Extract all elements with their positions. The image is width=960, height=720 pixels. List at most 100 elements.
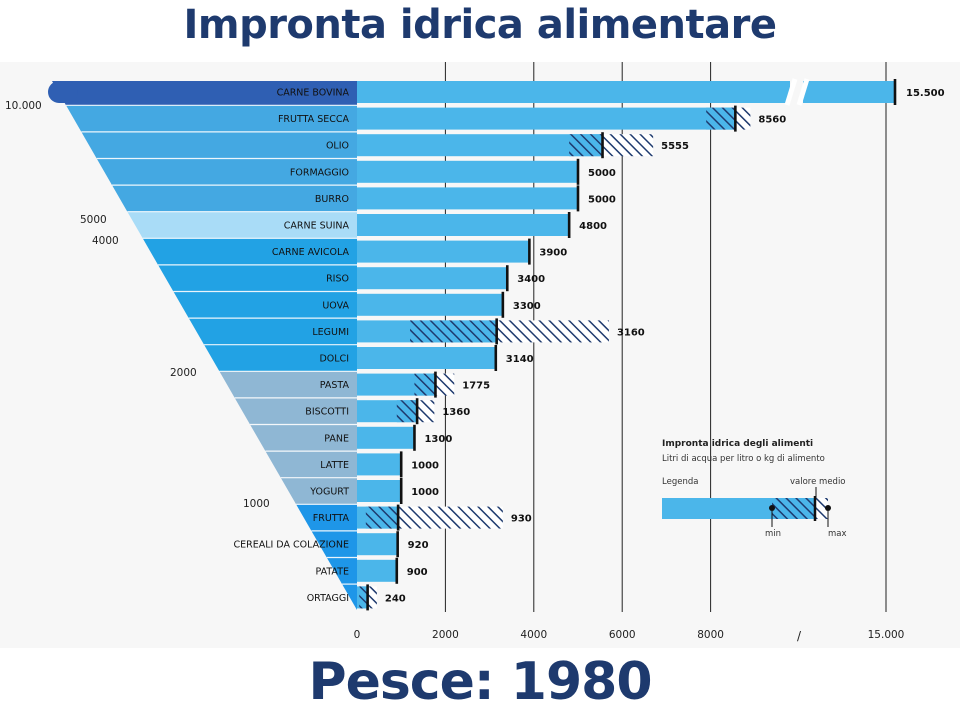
value-label: 930 bbox=[511, 514, 532, 525]
axis-break-mark: / bbox=[797, 629, 802, 643]
range-hatch-high bbox=[735, 107, 751, 130]
legend-min-dot bbox=[769, 505, 775, 511]
range-hatch-low bbox=[396, 400, 418, 423]
range-hatch-high bbox=[398, 506, 503, 529]
funnel-scale-label: 2000 bbox=[170, 367, 197, 379]
category-label: RISO bbox=[326, 274, 349, 285]
category-label: PANE bbox=[324, 433, 349, 444]
category-label: DOLCI bbox=[319, 354, 349, 365]
range-hatch-low bbox=[706, 107, 736, 130]
funnel-band bbox=[127, 211, 358, 239]
bars bbox=[357, 78, 897, 611]
value-label: 1775 bbox=[462, 381, 490, 392]
category-label: PASTA bbox=[320, 380, 350, 391]
category-label: ORTAGGI bbox=[307, 593, 349, 604]
bar-continuation bbox=[803, 81, 895, 103]
x-tick-label: 4000 bbox=[520, 629, 547, 641]
category-label: CEREALI DA COLAZIONE bbox=[233, 540, 349, 551]
bar bbox=[357, 134, 603, 157]
bar bbox=[357, 214, 570, 236]
legend-bar bbox=[662, 498, 772, 519]
bar bbox=[357, 533, 398, 556]
bar bbox=[357, 559, 397, 582]
axis-break-slash bbox=[796, 78, 810, 106]
funnel-band bbox=[52, 81, 357, 106]
bar bbox=[357, 453, 402, 476]
funnel-scale-label: 4000 bbox=[92, 235, 119, 247]
category-label: BISCOTTI bbox=[305, 407, 349, 418]
value-label: 15.500 bbox=[906, 88, 945, 99]
bar bbox=[357, 480, 402, 502]
category-label: CARNE SUINA bbox=[284, 221, 350, 232]
axis-break-slash bbox=[784, 78, 798, 106]
legend-subtitle: Litri di acqua per litro o kg di aliment… bbox=[662, 454, 825, 464]
range-hatch-low bbox=[359, 586, 368, 609]
legend: Impronta idrica degli alimenti Litri di … bbox=[662, 439, 847, 539]
bottom-caption: Pesce: 1980 bbox=[308, 652, 652, 712]
range-hatch-low bbox=[569, 134, 603, 157]
x-tick-label: 2000 bbox=[432, 629, 459, 641]
legend-hatch-high bbox=[816, 498, 828, 519]
range-hatch-high bbox=[496, 320, 609, 343]
funnel bbox=[48, 81, 358, 610]
range-hatch-low bbox=[365, 506, 399, 529]
category-labels: CARNE BOVINA FRUTTA SECCA OLIO FORMAGGIO BUR… bbox=[233, 88, 349, 604]
category-label: LEGUMI bbox=[312, 327, 349, 338]
category-label: FRUTTA SECCA bbox=[278, 114, 350, 125]
funnel-scale-label: 10.000 bbox=[5, 100, 42, 112]
value-label: 3160 bbox=[617, 327, 645, 338]
funnel-scale-labels: 10.000 5000 4000 2000 1000 bbox=[5, 100, 270, 510]
legend-title: Impronta idrica degli alimenti bbox=[662, 439, 813, 449]
value-labels: 15.500 8560 5555 5000 5000 4800 3900 3400 3300 31… bbox=[385, 88, 945, 604]
funnel-cap bbox=[48, 81, 78, 103]
category-label: CARNE BOVINA bbox=[277, 88, 350, 99]
legend-hatch-low bbox=[772, 498, 816, 519]
range-hatch-high bbox=[602, 134, 654, 157]
value-label: 3400 bbox=[517, 274, 545, 285]
category-label: CARNE AVICOLA bbox=[272, 247, 350, 258]
value-label: 5000 bbox=[588, 168, 616, 179]
bar bbox=[357, 347, 496, 369]
value-label: 1300 bbox=[424, 434, 452, 445]
category-label: UOVA bbox=[322, 300, 349, 311]
value-label: 920 bbox=[408, 540, 429, 551]
range-hatch-high bbox=[367, 586, 377, 609]
bar bbox=[357, 240, 530, 263]
value-label: 1000 bbox=[411, 487, 439, 498]
x-tick-label: 0 bbox=[354, 629, 361, 641]
legend-mean-label: valore medio bbox=[790, 477, 846, 487]
bar bbox=[357, 81, 790, 103]
range-hatch-high bbox=[417, 400, 435, 423]
legend-min-label: min bbox=[765, 529, 781, 539]
value-label: 3900 bbox=[539, 248, 567, 259]
value-label: 8560 bbox=[758, 115, 786, 126]
bar bbox=[357, 107, 736, 130]
legend-label: Legenda bbox=[662, 477, 698, 487]
category-label: YOGURT bbox=[309, 487, 349, 498]
bar bbox=[357, 187, 578, 210]
category-label: BURRO bbox=[315, 194, 349, 205]
value-label: 1000 bbox=[411, 460, 439, 471]
funnel-scale-label: 1000 bbox=[243, 498, 270, 510]
value-label: 3140 bbox=[506, 354, 534, 365]
bar bbox=[357, 160, 578, 183]
value-label: 5000 bbox=[588, 194, 616, 205]
range-hatch-low bbox=[414, 373, 436, 396]
x-tick-label: 15.000 bbox=[868, 629, 905, 641]
category-label: FORMAGGIO bbox=[290, 167, 349, 178]
value-label: 4800 bbox=[579, 221, 607, 232]
value-label: 900 bbox=[407, 567, 428, 578]
value-label: 1360 bbox=[442, 407, 470, 418]
bar bbox=[357, 293, 503, 316]
bar bbox=[357, 267, 508, 290]
range-hatch-high bbox=[435, 373, 455, 396]
funnel-scale-label: 5000 bbox=[80, 214, 107, 226]
legend-max-dot bbox=[825, 505, 831, 511]
x-tick-label: 8000 bbox=[697, 629, 724, 641]
funnel-band bbox=[219, 371, 357, 505]
bar bbox=[357, 426, 415, 449]
value-label: 240 bbox=[385, 593, 406, 604]
category-label: OLIO bbox=[326, 141, 349, 152]
